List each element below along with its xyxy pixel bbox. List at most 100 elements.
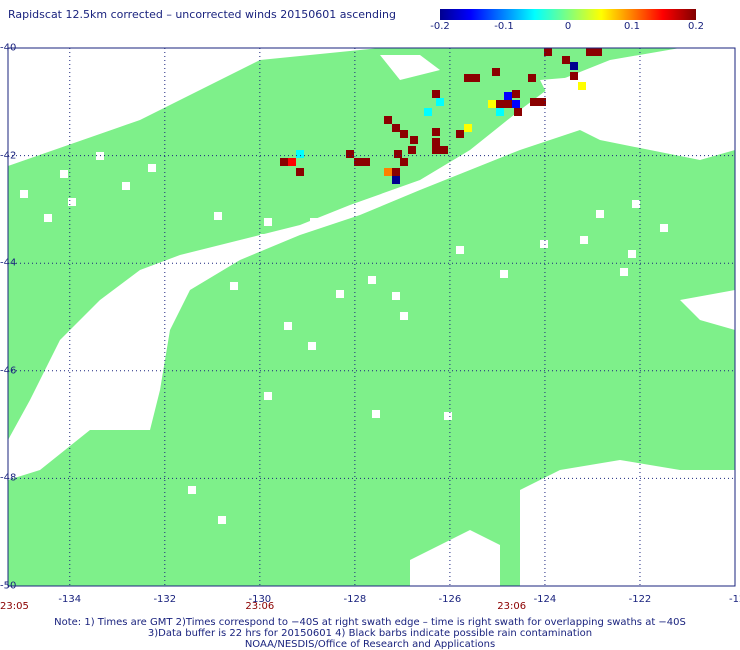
anomaly-cell [296, 150, 304, 158]
anomaly-cells [280, 48, 602, 184]
no-data-cell [264, 218, 272, 226]
no-data-cell [660, 224, 668, 232]
anomaly-cell [432, 128, 440, 136]
longitude-label: -130 [248, 594, 272, 605]
anomaly-cell [384, 168, 392, 176]
anomaly-cell [464, 74, 472, 82]
anomaly-cell [346, 150, 354, 158]
no-data-cell [372, 410, 380, 418]
anomaly-cell [432, 138, 440, 146]
colorbar-label: 0 [564, 21, 572, 32]
anomaly-cell [570, 62, 578, 70]
longitude-label: -132 [153, 594, 177, 605]
anomaly-cell [440, 146, 448, 154]
no-data-cell [264, 392, 272, 400]
anomaly-cell [436, 98, 444, 106]
no-data-region [520, 460, 735, 586]
anomaly-cell [570, 72, 578, 80]
no-data-cell [524, 516, 532, 524]
no-data-cell [310, 218, 318, 226]
anomaly-cell [578, 82, 586, 90]
anomaly-cell [464, 124, 472, 132]
anomaly-cell [496, 100, 504, 108]
no-data-region [8, 48, 735, 480]
no-data-cell [628, 250, 636, 258]
no-data-cell [500, 270, 508, 278]
anomaly-cell [512, 100, 520, 108]
anomaly-cell [514, 108, 522, 116]
anomaly-cell [594, 48, 602, 56]
no-data-cell [456, 246, 464, 254]
no-data-region [540, 75, 735, 160]
no-data-cell [44, 214, 52, 222]
anomaly-cell [354, 158, 362, 166]
note-line-2: 3)Data buffer is 22 hrs for 20150601 4) … [147, 628, 593, 639]
longitude-label: -120 [729, 594, 740, 605]
no-data-cell [188, 486, 196, 494]
anomaly-cell [410, 136, 418, 144]
no-data-cell [368, 276, 376, 284]
colorbar-label: 0.1 [624, 21, 640, 32]
anomaly-cell [362, 158, 370, 166]
swath-area [8, 48, 735, 586]
anomaly-cell [488, 100, 496, 108]
no-data-cell [444, 412, 452, 420]
anomaly-cell [512, 90, 520, 98]
no-data-cell [176, 268, 184, 276]
map-title: Rapidscat 12.5km corrected – uncorrected… [8, 8, 397, 21]
no-data-cell [548, 528, 556, 536]
colorbar [440, 9, 696, 20]
anomaly-cell [456, 130, 464, 138]
no-data-cell [580, 236, 588, 244]
no-data-cell [214, 212, 222, 220]
latitude-label: -48 [0, 472, 17, 484]
latitude-label: -42 [0, 150, 17, 162]
no-data-cell [230, 282, 238, 290]
anomaly-cell [538, 98, 546, 106]
no-data-cell [122, 182, 130, 190]
anomaly-cell [432, 90, 440, 98]
no-data-cell [148, 164, 156, 172]
no-data-cell [400, 312, 408, 320]
no-data-cell [336, 290, 344, 298]
map-frame [7, 47, 736, 587]
latitude-label: -40 [0, 42, 17, 54]
swath-coverage [8, 48, 735, 586]
latitude-label: -44 [0, 257, 17, 269]
latitude-label: -46 [0, 365, 17, 377]
colorbar-label: -0.1 [494, 21, 514, 32]
anomaly-cell [400, 158, 408, 166]
no-data-cell [260, 234, 268, 242]
anomaly-cell [384, 116, 392, 124]
note-line-1: Note: 1) Times are GMT 2)Times correspon… [54, 617, 686, 628]
colorbar-label: -0.2 [430, 21, 450, 32]
colorbar-label: 0.2 [688, 21, 704, 32]
anomaly-cell [544, 48, 552, 56]
anomaly-cell [530, 98, 538, 106]
no-data-cells [8, 48, 735, 586]
no-data-cell [632, 200, 640, 208]
swath-time-label: 23:06 [245, 601, 275, 612]
anomaly-cell [472, 74, 480, 82]
no-data-cell [60, 170, 68, 178]
no-data-cell [540, 240, 548, 248]
anomaly-cell [392, 168, 400, 176]
anomaly-cell [528, 74, 536, 82]
anomaly-cell [288, 158, 296, 166]
longitude-label: -126 [438, 594, 462, 605]
anomaly-cell [394, 150, 402, 158]
anomaly-cell [432, 146, 440, 154]
no-data-cell [20, 190, 28, 198]
no-data-cell [284, 322, 292, 330]
no-data-cell [392, 292, 400, 300]
anomaly-cell [504, 100, 512, 108]
note-line-3: NOAA/NESDIS/Office of Research and Appli… [244, 639, 496, 650]
anomaly-cell [408, 146, 416, 154]
no-data-cell [596, 210, 604, 218]
no-data-region [410, 530, 500, 586]
anomaly-cell [392, 176, 400, 184]
swath-time-label: 23:06 [497, 601, 527, 612]
no-data-region [680, 290, 735, 330]
anomaly-cell [392, 124, 400, 132]
